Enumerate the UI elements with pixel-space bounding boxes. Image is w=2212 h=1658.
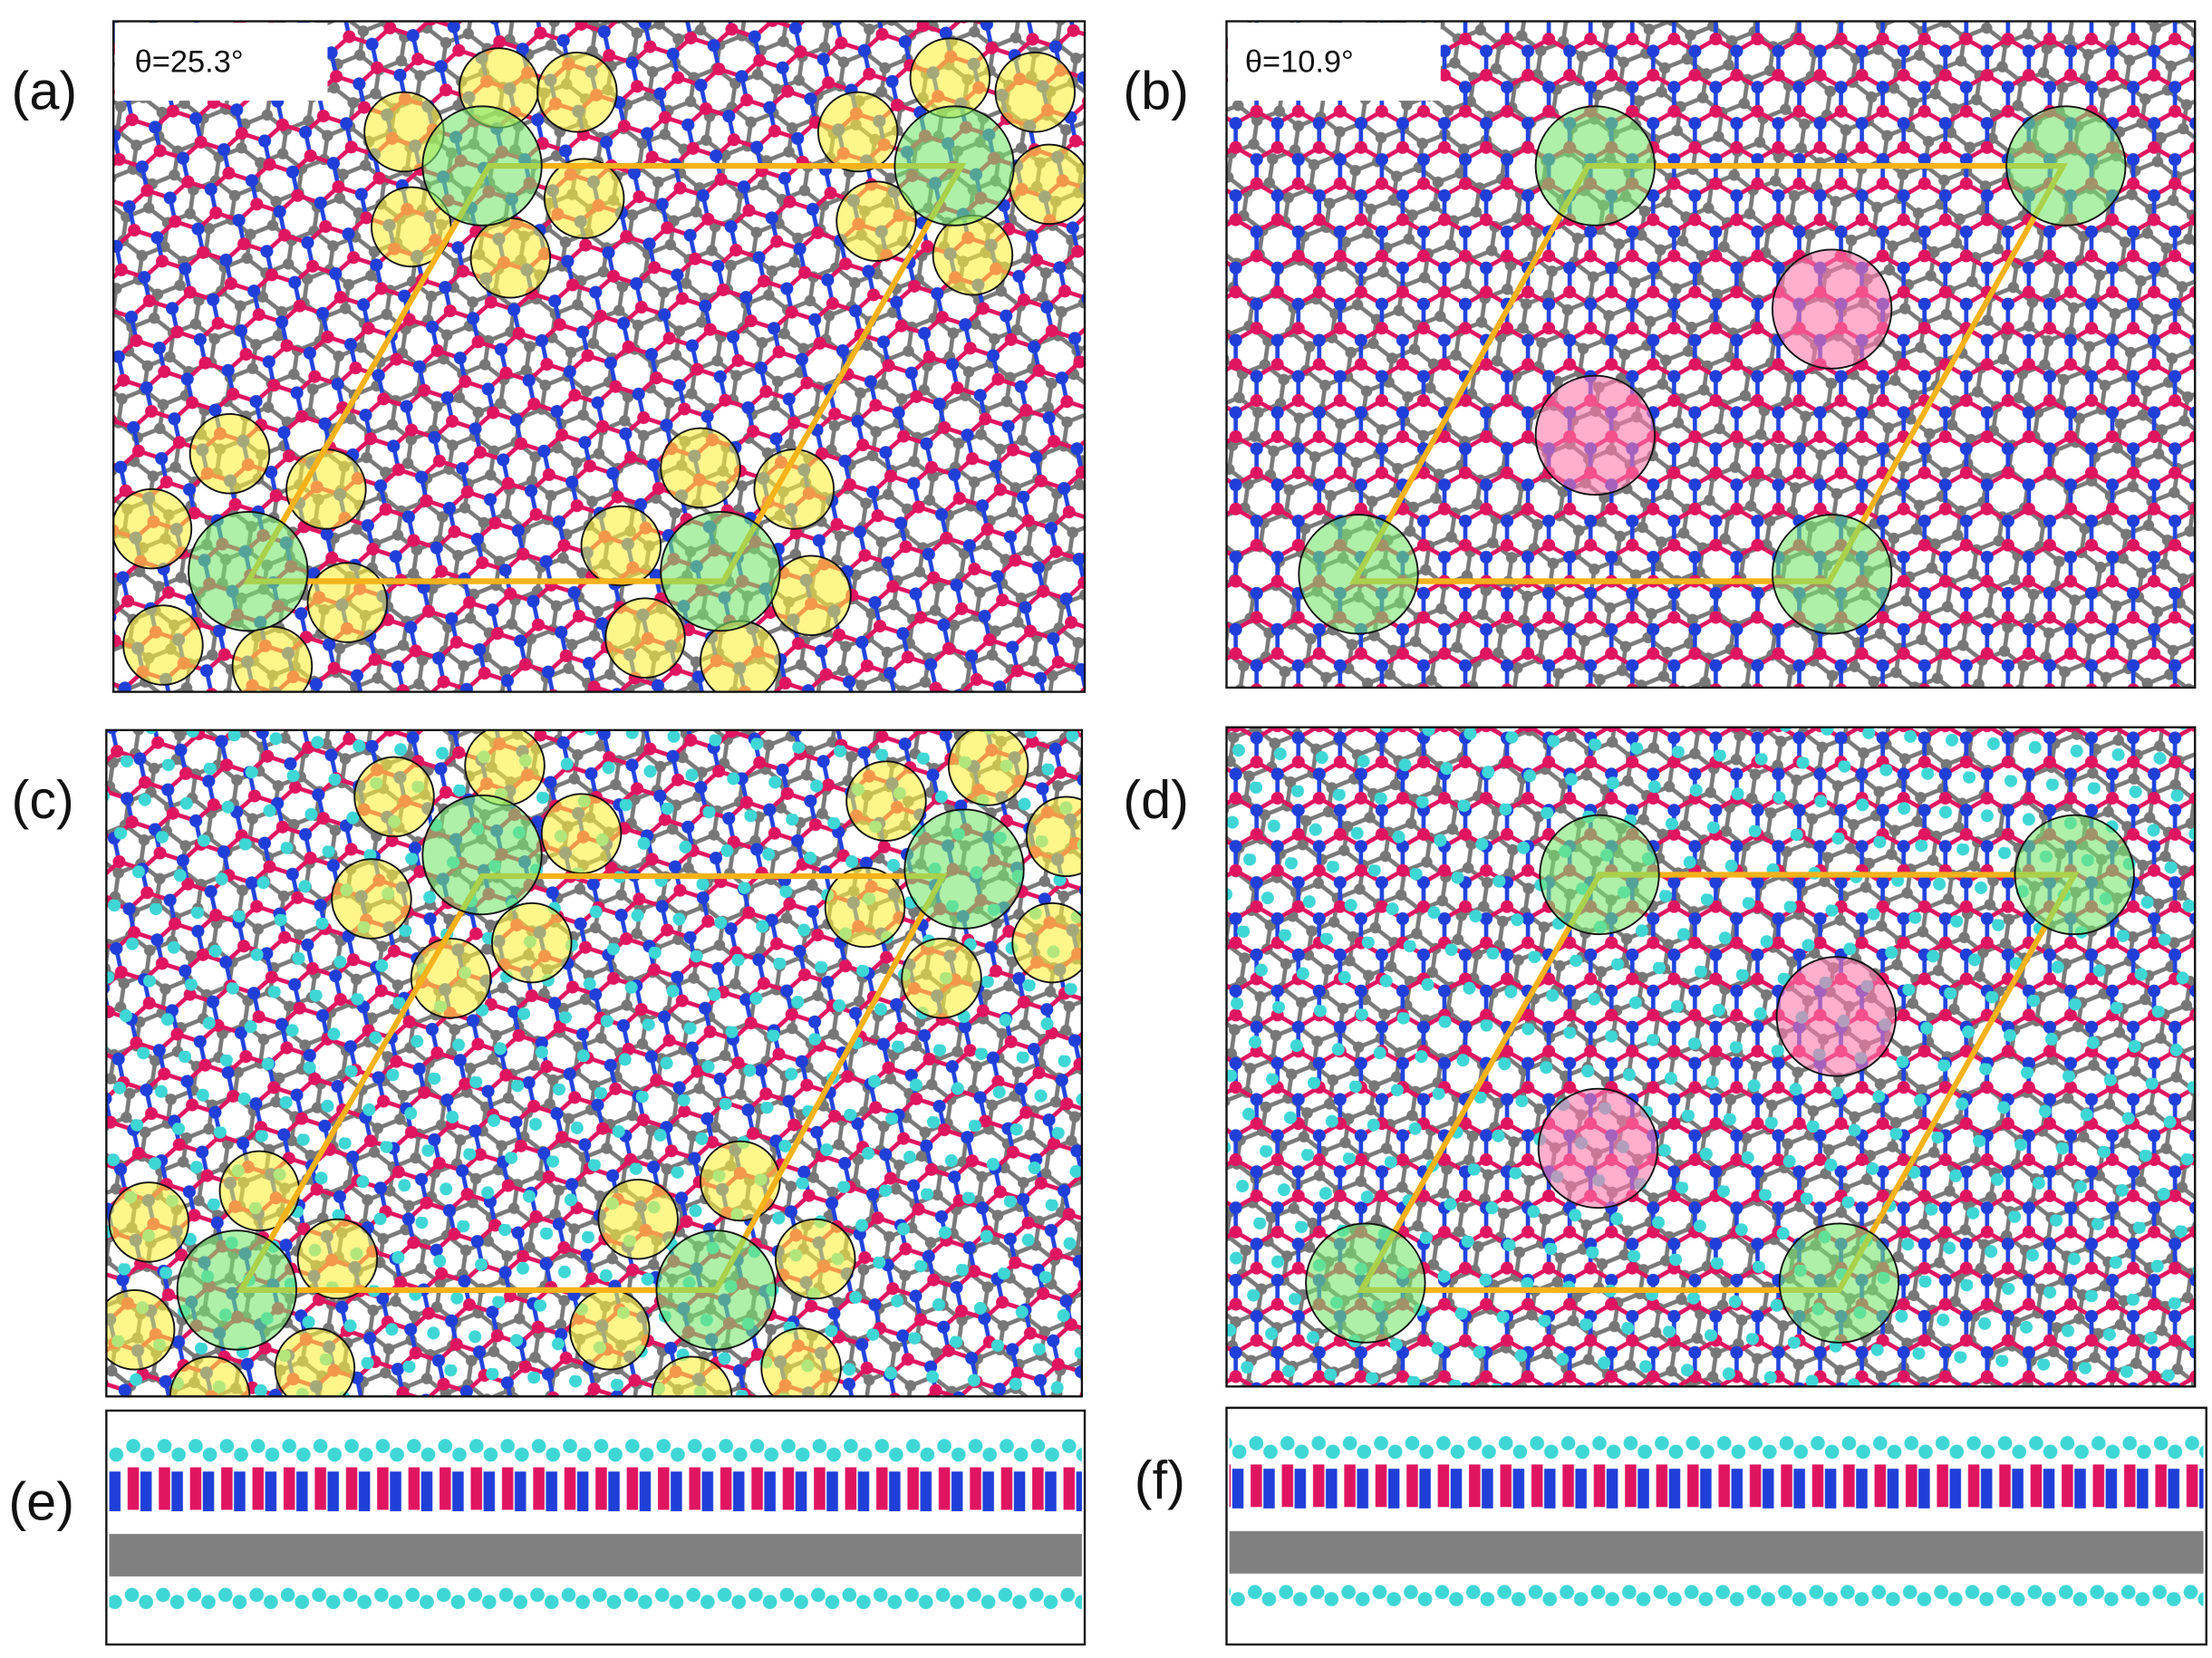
yellow-site bbox=[901, 937, 982, 1019]
green-site bbox=[660, 510, 781, 632]
yellow-site bbox=[306, 562, 389, 643]
yellow-site bbox=[469, 217, 552, 299]
panel-frame bbox=[105, 1409, 1087, 1646]
yellow-site bbox=[218, 1150, 301, 1232]
yellow-site bbox=[845, 760, 927, 842]
panels: θ=25.3° θ=10.9° bbox=[105, 20, 2207, 1646]
yellow-site bbox=[597, 1178, 679, 1260]
yellow-site bbox=[569, 1288, 651, 1371]
yellow-site bbox=[106, 1289, 176, 1371]
yellow-site bbox=[353, 756, 435, 838]
panel-label: (f) bbox=[1135, 1450, 1185, 1510]
panel-frame bbox=[1225, 726, 2197, 1388]
yellow-site bbox=[464, 729, 546, 806]
yellow-site bbox=[604, 597, 686, 679]
side-view bbox=[1225, 1406, 2207, 1646]
yellow-site bbox=[994, 51, 1077, 133]
green-site bbox=[893, 105, 1015, 227]
yellow-site bbox=[543, 158, 625, 239]
yellow-site bbox=[188, 412, 271, 495]
green-site bbox=[655, 1229, 777, 1351]
pink-site bbox=[1771, 248, 1893, 370]
pink-site bbox=[1537, 1087, 1659, 1210]
side-layers bbox=[1229, 1406, 2204, 1641]
yellow-site bbox=[580, 505, 662, 587]
yellow-site bbox=[331, 858, 412, 940]
yellow-site bbox=[753, 448, 836, 530]
side-view bbox=[105, 1409, 1087, 1646]
angle-bg bbox=[1228, 23, 1441, 101]
yellow-site bbox=[816, 91, 899, 173]
panel-label: (c) bbox=[12, 769, 74, 830]
yellow-site bbox=[491, 901, 573, 984]
green-site bbox=[421, 794, 543, 916]
angle-label: θ=25.3° bbox=[135, 45, 244, 80]
panel-frame bbox=[112, 20, 1087, 693]
yellow-site bbox=[932, 214, 1014, 296]
yellow-site bbox=[947, 729, 1029, 806]
panel-frame bbox=[1225, 20, 2197, 689]
yellow-site bbox=[1009, 143, 1086, 226]
yellow-site bbox=[836, 180, 917, 262]
yellow-site bbox=[1011, 901, 1082, 984]
panel-label: (a) bbox=[12, 61, 78, 121]
panel-label: (d) bbox=[1123, 769, 1189, 830]
structure-panel bbox=[1226, 727, 2196, 1387]
yellow-site bbox=[296, 1218, 379, 1300]
yellow-site bbox=[285, 448, 367, 530]
green-site bbox=[1534, 105, 1656, 227]
yellow-site bbox=[770, 554, 852, 636]
yellow-site bbox=[113, 487, 193, 570]
structure-panel bbox=[106, 729, 1082, 1397]
yellow-site bbox=[651, 1355, 733, 1397]
yellow-site bbox=[760, 1327, 842, 1397]
yellow-site bbox=[231, 625, 314, 692]
yellow-site bbox=[774, 1218, 856, 1300]
angle-label: θ=10.9° bbox=[1245, 45, 1354, 80]
green-site bbox=[1298, 514, 1419, 635]
angle-bg bbox=[114, 23, 328, 101]
yellow-site bbox=[700, 1140, 781, 1222]
yellow-site bbox=[540, 793, 623, 874]
green-site bbox=[2014, 814, 2135, 936]
green-site bbox=[421, 105, 543, 227]
panel-frame bbox=[105, 728, 1084, 1398]
yellow-site bbox=[122, 604, 204, 686]
yellow-site bbox=[824, 866, 906, 949]
green-site bbox=[1305, 1222, 1426, 1344]
green-site bbox=[1539, 814, 1660, 936]
green-site bbox=[1778, 1222, 1900, 1344]
side-layers bbox=[109, 1412, 1082, 1644]
yellow-site bbox=[108, 1181, 190, 1263]
yellow-site bbox=[660, 427, 741, 509]
structure-panel bbox=[113, 21, 1086, 692]
yellow-site bbox=[1025, 795, 1082, 877]
yellow-site bbox=[169, 1355, 251, 1397]
pink-site bbox=[1775, 956, 1898, 1077]
yellow-site bbox=[536, 51, 618, 133]
green-site bbox=[1771, 514, 1893, 635]
green-site bbox=[176, 1229, 297, 1351]
panel-label: (b) bbox=[1123, 61, 1189, 121]
green-site bbox=[903, 808, 1025, 930]
panel-label: (e) bbox=[8, 1470, 74, 1531]
green-site bbox=[188, 510, 309, 632]
yellow-site bbox=[700, 620, 781, 692]
pink-site bbox=[1534, 374, 1656, 496]
yellow-site bbox=[274, 1327, 356, 1397]
green-site bbox=[2005, 105, 2127, 227]
structure-panel bbox=[1226, 21, 2196, 688]
panel-frame bbox=[1225, 1406, 2207, 1646]
